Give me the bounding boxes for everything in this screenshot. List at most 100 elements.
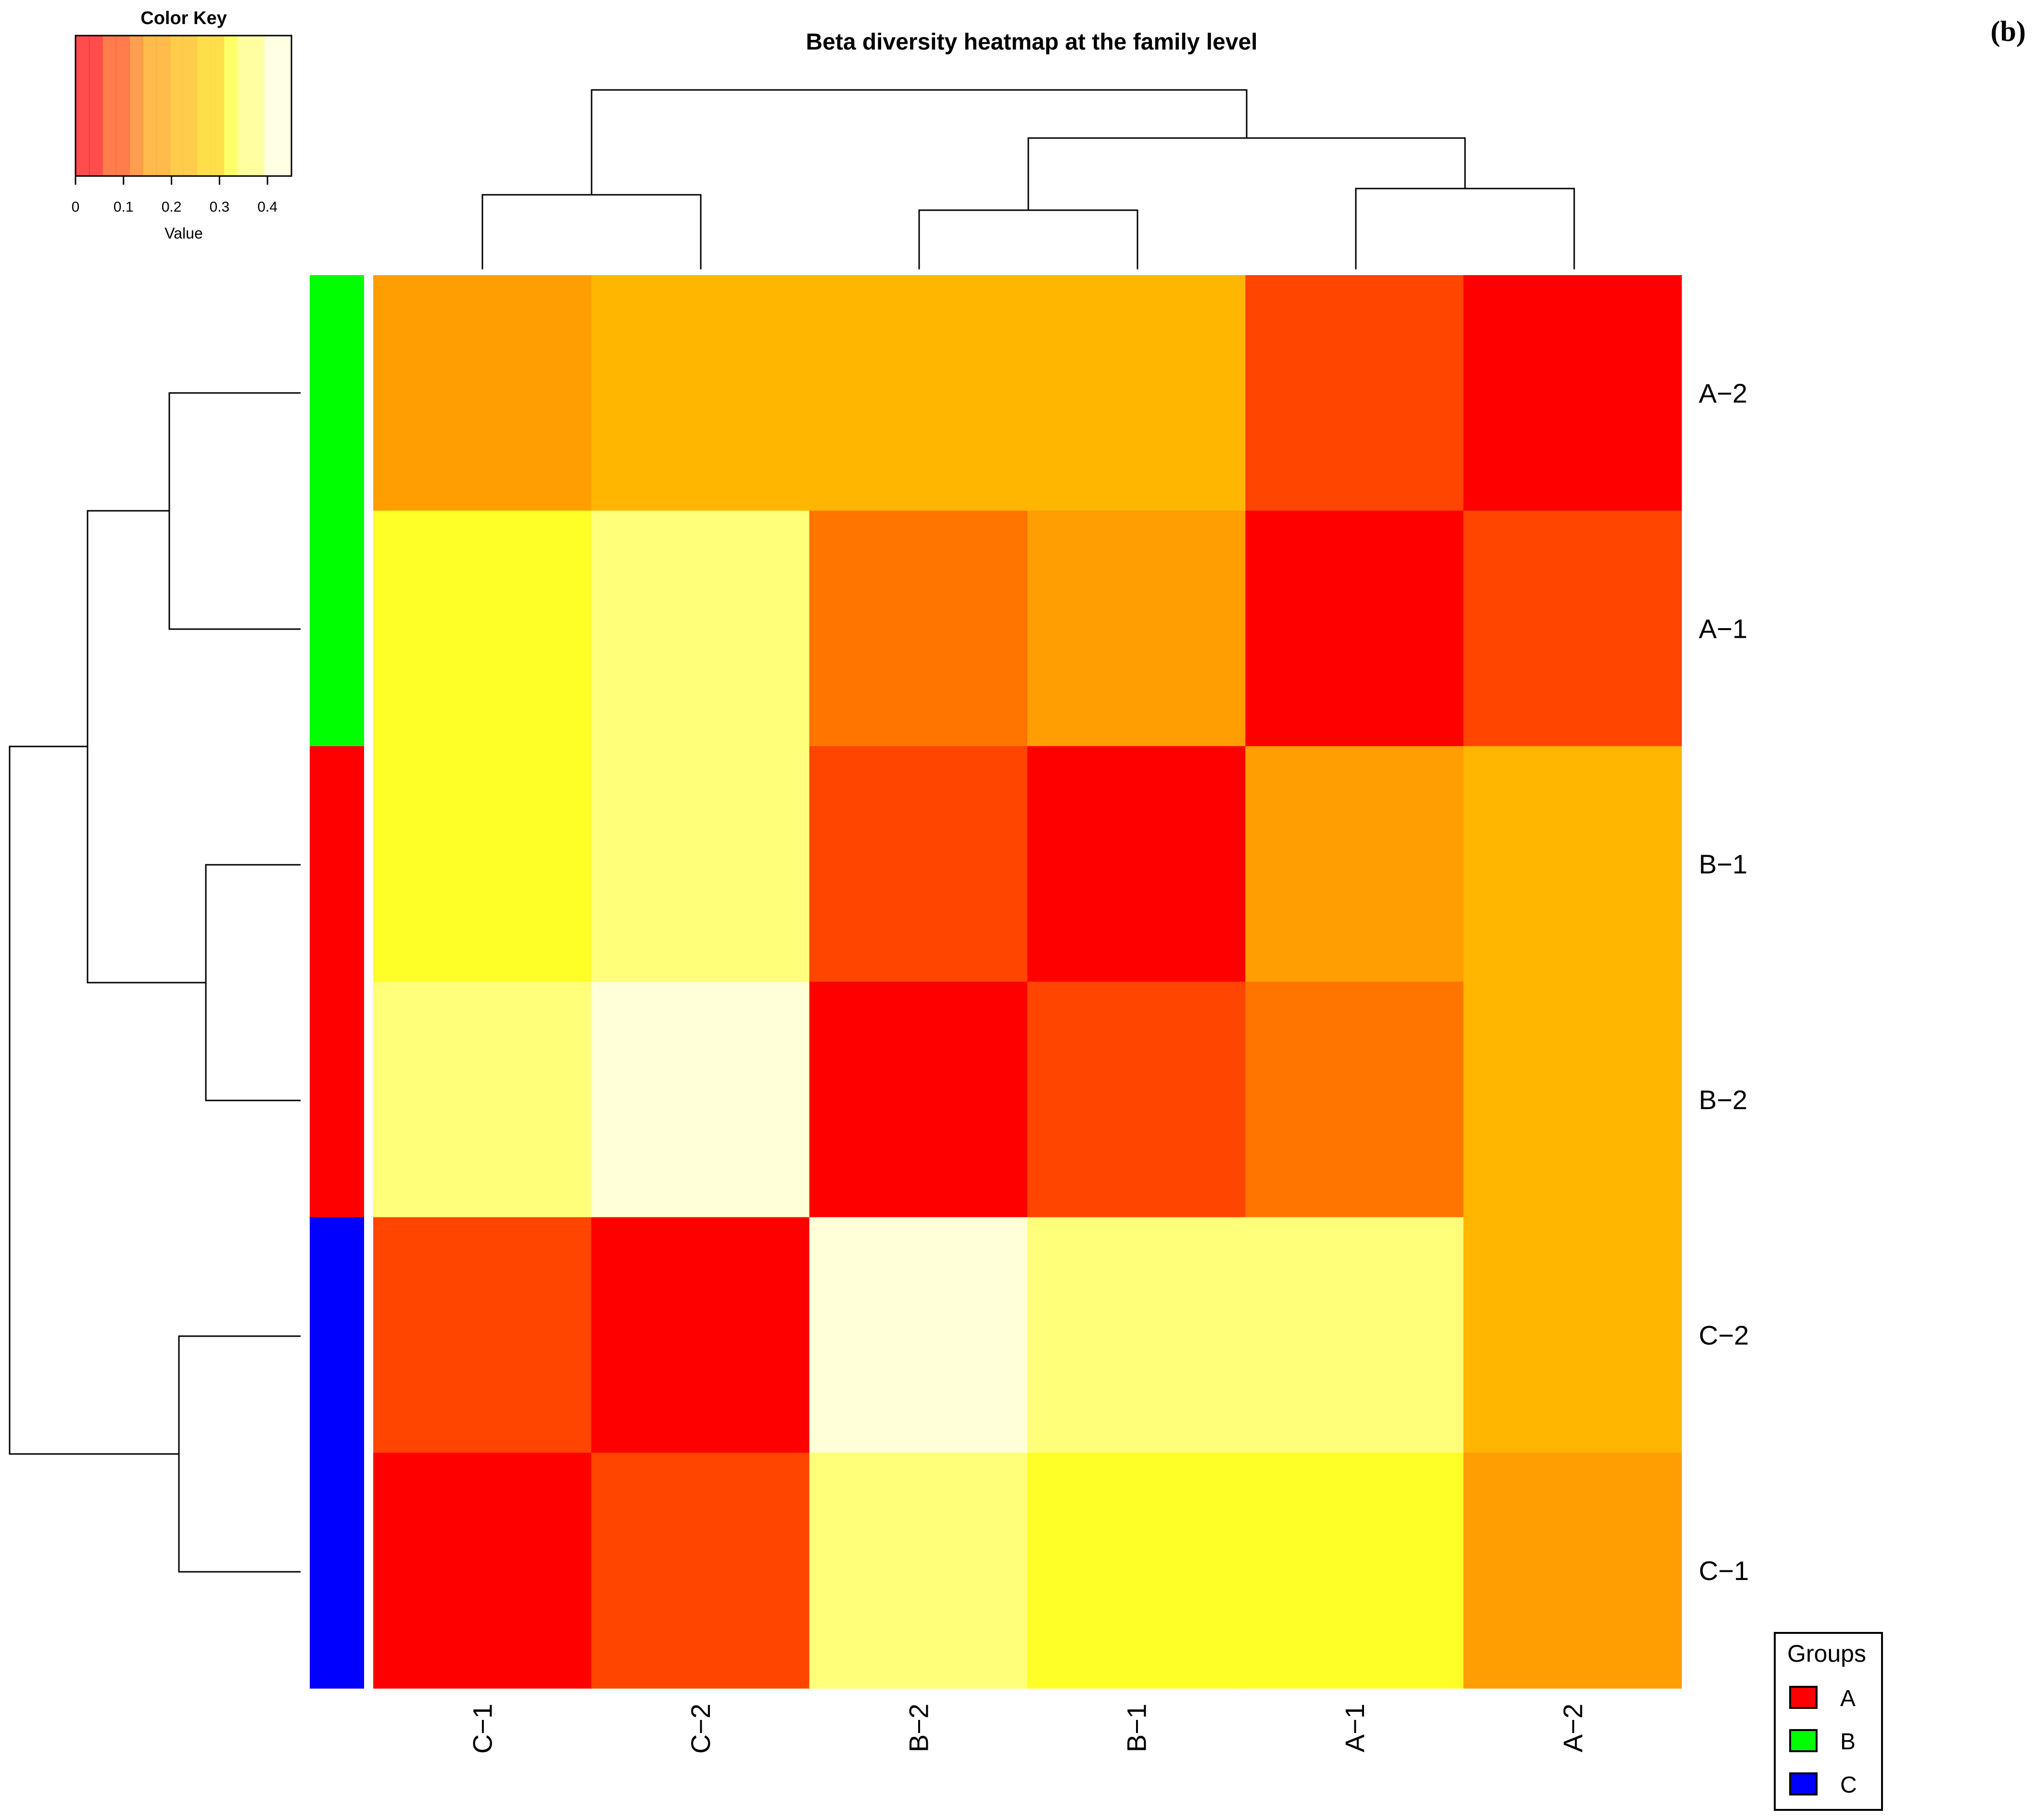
color-key-tick-label: 0.1: [114, 199, 134, 215]
legend-swatch: [1789, 1686, 1818, 1709]
heatmap-cell: [1027, 510, 1246, 747]
heatmap-cell: [373, 1453, 592, 1689]
row-group-color-bar: [310, 275, 364, 1689]
heatmap-cell: [809, 275, 1028, 511]
color-key-band: [116, 36, 130, 176]
heatmap-cell: [1463, 982, 1682, 1218]
column-label: A−2: [1557, 1704, 1588, 1752]
color-key-band: [197, 36, 211, 176]
legend-swatch: [1789, 1729, 1818, 1752]
col-dendro-b2-b1: [918, 209, 1138, 269]
heatmap-cell: [809, 746, 1028, 982]
heatmap-cell: [1463, 1217, 1682, 1453]
row-dendro-c2-c1: [178, 1335, 301, 1573]
color-key-band: [102, 36, 116, 176]
color-key-band: [143, 36, 157, 176]
col-dendro-c1-c2: [481, 194, 702, 269]
group-bar-segment: [310, 275, 364, 511]
heatmap-cell: [1245, 746, 1464, 982]
column-label: B−1: [1122, 1704, 1152, 1752]
heatmap-cell: [591, 1453, 810, 1689]
heatmap-cell: [1463, 1453, 1682, 1689]
color-key-tick-label: 0.2: [162, 199, 182, 215]
col-dendro-b-a: [1027, 137, 1466, 210]
color-key-gradient: [76, 36, 292, 176]
column-labels: C−1 C−2 B−2 B−1 A−1 A−2: [467, 1704, 1588, 1754]
heatmap-cell: [373, 510, 592, 747]
color-key-band: [89, 36, 103, 176]
heatmap-cell: [1463, 275, 1682, 511]
color-key-band: [224, 36, 238, 176]
heatmap-cell: [373, 746, 592, 982]
heatmap-cell: [1027, 982, 1246, 1218]
color-key-title: Color Key: [140, 8, 227, 28]
heatmap-cell: [1027, 1217, 1246, 1453]
group-bar-segment: [310, 1453, 364, 1689]
heatmap-cell: [591, 1217, 810, 1453]
heatmap-cell: [591, 982, 810, 1218]
col-dendro-a1-a2: [1355, 188, 1575, 269]
color-key-tick-label: 0.4: [257, 199, 278, 215]
row-label: B−2: [1699, 1085, 1747, 1115]
row-label: A−2: [1699, 378, 1747, 408]
legend-swatch: [1789, 1772, 1818, 1795]
row-label: B−1: [1699, 849, 1747, 879]
heatmap-cell: [809, 1217, 1028, 1453]
color-key-band: [278, 36, 292, 176]
row-dendro-root: [9, 746, 179, 1455]
heatmap-cell: [1245, 1453, 1464, 1689]
heatmap-cell: [591, 746, 810, 982]
column-dendrogram: [481, 89, 1575, 269]
heatmap-cell: [373, 275, 592, 511]
heatmap-cell: [1245, 510, 1464, 747]
group-bar-segment: [310, 510, 364, 747]
legend-title: Groups: [1787, 1640, 1866, 1667]
color-key-tick-label: 0: [72, 199, 80, 215]
color-key-band: [170, 36, 184, 176]
legend-label: C: [1840, 1772, 1857, 1798]
color-key-xlabel: Value: [164, 225, 202, 242]
color-key-tick-label: 0.3: [209, 199, 229, 215]
groups-legend: Groups ABC: [1774, 1632, 1883, 1811]
color-key-band: [129, 36, 143, 176]
heatmap-cell: [1245, 1217, 1464, 1453]
color-key: Color Key 0 0.1 0.2 0.3 0.4 Value: [72, 8, 292, 242]
color-key-band: [251, 36, 265, 176]
row-labels: A−2 A−1 B−1 B−2 C−2 C−1: [1699, 378, 1749, 1586]
legend-label: B: [1840, 1729, 1856, 1755]
color-key-band: [156, 36, 171, 176]
row-dendro-a2-a1: [168, 392, 301, 630]
color-key-band: [210, 36, 225, 176]
column-label: B−2: [903, 1704, 934, 1752]
heatmap-cell: [809, 982, 1028, 1218]
row-label: C−2: [1699, 1320, 1749, 1351]
heatmap-cell: [1027, 746, 1246, 982]
heatmap-cell: [591, 510, 810, 747]
heatmap-cell: [1027, 1453, 1246, 1689]
chart-title: Beta diversity heatmap at the family lev…: [806, 29, 1257, 55]
heatmap-cell: [1027, 275, 1246, 511]
group-bar-segment: [310, 1217, 364, 1453]
column-label: A−1: [1339, 1704, 1370, 1752]
heatmap-cell: [809, 1453, 1028, 1689]
row-label: C−1: [1699, 1555, 1749, 1586]
heatmap-cell: [1463, 746, 1682, 982]
legend-label: A: [1840, 1686, 1856, 1711]
heatmap-cell: [1245, 982, 1464, 1218]
column-label: C−1: [467, 1704, 498, 1754]
color-key-band: [237, 36, 252, 176]
heatmap-cells: [373, 275, 1682, 1689]
column-label: C−2: [685, 1704, 716, 1754]
group-bar-segment: [310, 746, 364, 982]
heatmap-cell: [809, 510, 1028, 747]
heatmap-cell: [1245, 275, 1464, 511]
row-dendro-b1-b2: [205, 864, 301, 1101]
heatmap-cell: [1463, 510, 1682, 747]
group-bar-segment: [310, 982, 364, 1218]
row-label: A−1: [1699, 614, 1747, 644]
row-dendrogram: [9, 392, 301, 1573]
color-key-band: [183, 36, 198, 176]
color-key-band: [76, 36, 89, 176]
legend-entries: ABC: [1789, 1686, 1857, 1798]
